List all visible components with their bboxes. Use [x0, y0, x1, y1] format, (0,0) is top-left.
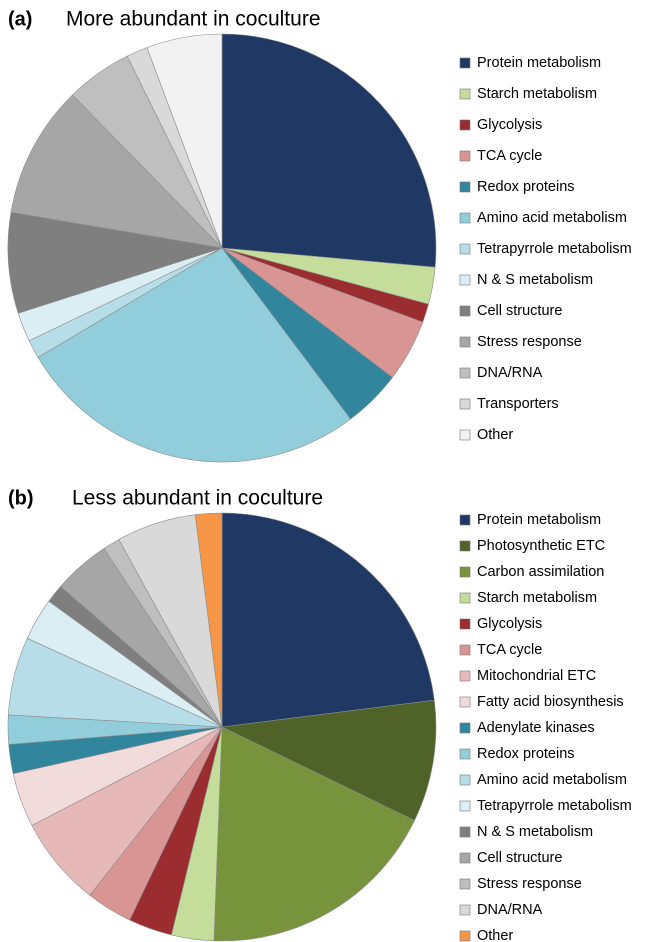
legend-label: Stress response — [477, 876, 582, 892]
legend-swatch — [459, 367, 471, 379]
chart-title: Less abundant in coculture — [72, 487, 323, 510]
legend-label: Redox proteins — [477, 179, 575, 195]
legend-swatch — [459, 748, 471, 760]
pie-slice — [10, 94, 223, 249]
legend-label: Protein metabolism — [477, 512, 601, 528]
legend-swatch — [459, 274, 471, 286]
legend-swatch — [459, 774, 471, 786]
legend-label: Tetrapyrrole metabolism — [477, 241, 632, 257]
legend-swatch — [459, 540, 471, 552]
legend-label: DNA/RNA — [477, 902, 543, 918]
pie-slice — [194, 512, 223, 728]
legend-label: DNA/RNA — [477, 365, 543, 381]
legend-swatch — [459, 618, 471, 630]
pie-slice — [221, 512, 435, 728]
legend-label: Photosynthetic ETC — [477, 538, 605, 554]
legend-label: Tetrapyrrole metabolism — [477, 798, 632, 814]
legend-swatch — [459, 88, 471, 100]
pie-slice — [213, 726, 415, 942]
legend-swatch — [459, 644, 471, 656]
legend-swatch — [459, 670, 471, 682]
legend-swatch — [459, 212, 471, 224]
legend-label: Other — [477, 427, 513, 443]
legend-label: Mitochondrial ETC — [477, 668, 596, 684]
legend-label: N & S metabolism — [477, 272, 593, 288]
panel-label: (a) — [8, 8, 32, 30]
legend-label: Glycolysis — [477, 117, 542, 133]
legend-swatch — [459, 878, 471, 890]
legend-swatch — [459, 398, 471, 410]
legend-swatch — [459, 181, 471, 193]
legend-label: Starch metabolism — [477, 86, 597, 102]
legend-label: Other — [477, 928, 513, 942]
legend-swatch — [459, 566, 471, 578]
legend-swatch — [459, 305, 471, 317]
panel-label: (b) — [8, 487, 34, 509]
legend-swatch — [459, 336, 471, 348]
legend-label: Cell structure — [477, 850, 562, 866]
legend-label: Stress response — [477, 334, 582, 350]
legend-swatch — [459, 592, 471, 604]
legend-label: Fatty acid biosynthesis — [477, 694, 624, 710]
legend-swatch — [459, 119, 471, 131]
legend-label: N & S metabolism — [477, 824, 593, 840]
legend-label: Redox proteins — [477, 746, 575, 762]
chart-title: More abundant in coculture — [66, 8, 321, 31]
legend-swatch — [459, 904, 471, 916]
legend-label: TCA cycle — [477, 148, 542, 164]
pie-slice — [146, 33, 223, 249]
legend-swatch — [459, 722, 471, 734]
pie-slice — [221, 33, 437, 268]
legend-swatch — [459, 696, 471, 708]
legend-label: Starch metabolism — [477, 590, 597, 606]
pie-slice — [37, 247, 352, 463]
legend-swatch — [459, 800, 471, 812]
legend-swatch — [459, 243, 471, 255]
legend-label: Amino acid metabolism — [477, 210, 627, 226]
legend-swatch — [459, 826, 471, 838]
legend-label: Transporters — [477, 396, 559, 412]
legend-label: Amino acid metabolism — [477, 772, 627, 788]
legend-label: Carbon assimilation — [477, 564, 604, 580]
legend-swatch — [459, 150, 471, 162]
legend-label: Glycolysis — [477, 616, 542, 632]
legend-label: Protein metabolism — [477, 55, 601, 71]
legend-swatch — [459, 852, 471, 864]
pie-slice — [220, 699, 437, 821]
legend-swatch — [459, 429, 471, 441]
legend-swatch — [459, 514, 471, 526]
legend-label: Cell structure — [477, 303, 562, 319]
legend-swatch — [459, 57, 471, 69]
legend-swatch — [459, 930, 471, 942]
legend-label: TCA cycle — [477, 642, 542, 658]
legend-label: Adenylate kinases — [477, 720, 595, 736]
pie-slice — [7, 211, 223, 314]
